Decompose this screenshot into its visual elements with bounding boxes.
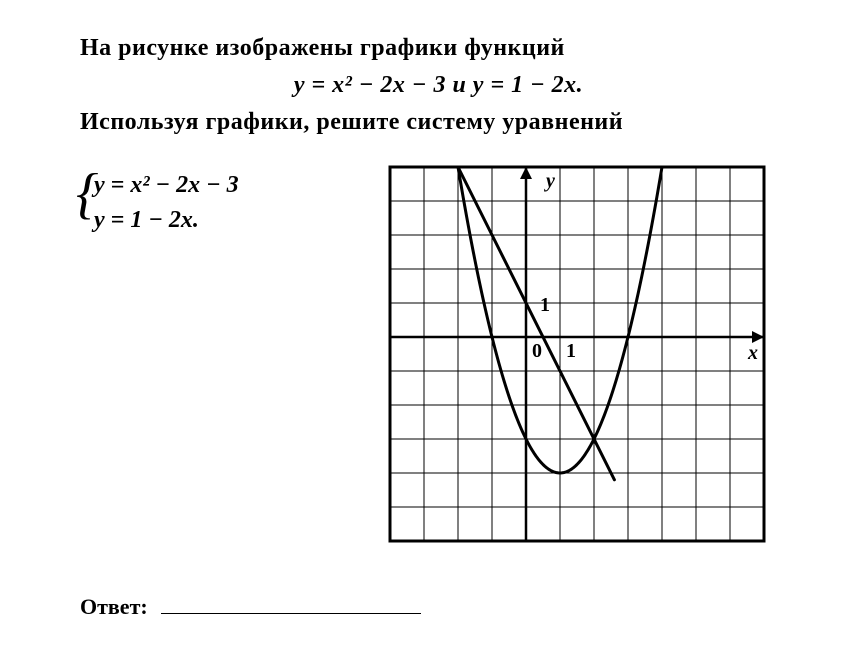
curly-brace-icon: { xyxy=(76,166,98,222)
system-eq-1: y = x² − 2x − 3 xyxy=(94,168,239,203)
answer-row: Ответ: xyxy=(80,594,421,620)
equation-display: y = x² − 2x − 3 и y = 1 − 2x. xyxy=(80,72,797,99)
answer-blank-line xyxy=(161,613,421,614)
function-graph: y x 1 0 1 xyxy=(387,164,767,544)
system-eq-2: y = 1 − 2x. xyxy=(94,203,239,238)
svg-text:0: 0 xyxy=(532,340,542,362)
chart-container: y x 1 0 1 xyxy=(387,164,767,549)
svg-text:1: 1 xyxy=(566,340,576,362)
svg-text:y: y xyxy=(544,170,555,192)
svg-text:1: 1 xyxy=(540,294,550,316)
page: На рисунке изображены графики функций y … xyxy=(0,0,857,650)
content-row: { y = x² − 2x − 3 y = 1 − 2x. y x 1 0 1 xyxy=(80,164,797,549)
system-of-equations: { y = x² − 2x − 3 y = 1 − 2x. xyxy=(80,168,239,238)
instruction-text: Используя графики, решите систему уравне… xyxy=(80,109,797,136)
intro-text: На рисунке изображены графики функций xyxy=(80,30,797,66)
svg-text:x: x xyxy=(747,342,758,364)
answer-label: Ответ: xyxy=(80,594,148,619)
